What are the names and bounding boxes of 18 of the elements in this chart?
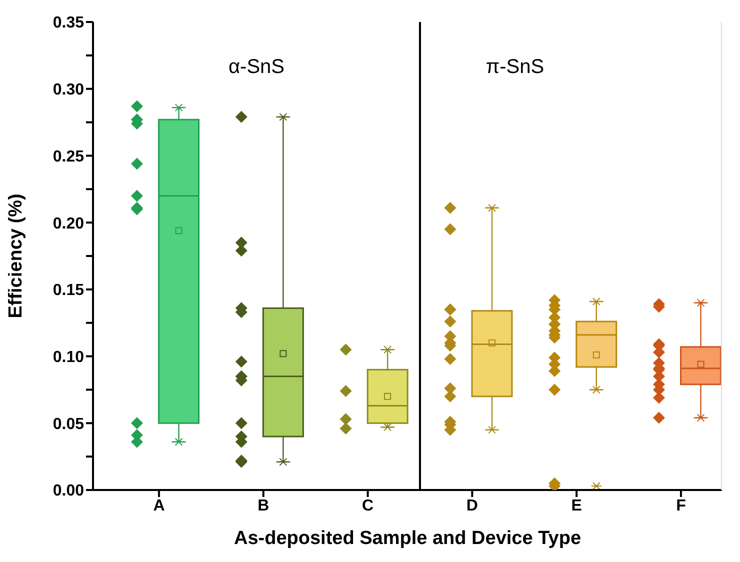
x-tick-label: A	[153, 497, 166, 514]
y-tick-label: 0.15	[52, 282, 84, 300]
x-tick-label: E	[571, 497, 582, 514]
x-tick-label: C	[362, 497, 374, 514]
annotation: π-SnS	[484, 56, 546, 79]
y-tick-label: 0.25	[52, 148, 84, 166]
y-tick-label: 0.10	[52, 348, 84, 366]
x-tick-label: F	[676, 497, 686, 514]
x-tick-label: D	[466, 497, 478, 514]
x-tick-label: B	[258, 497, 270, 514]
y-tick-label: 0.20	[52, 215, 84, 232]
y-tick-label: 0.00	[52, 482, 84, 500]
y-tick-label: 0.30	[52, 82, 84, 99]
y-tick-label: 0.35	[52, 14, 84, 32]
annotation: α-SnS	[227, 56, 286, 79]
x-axis-title: As-deposited Sample and Device Type	[234, 528, 582, 549]
y-axis-title: Efficiency (%)	[6, 194, 27, 318]
y-tick-label: 0.05	[52, 416, 84, 433]
